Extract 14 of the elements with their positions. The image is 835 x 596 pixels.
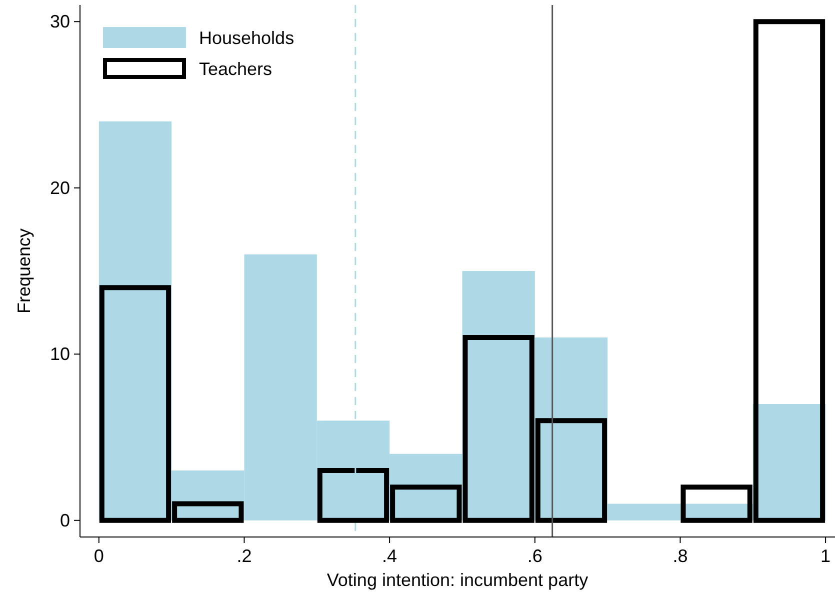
legend-label: Households <box>199 28 294 48</box>
x-tick-label: 0 <box>94 546 104 566</box>
x-tick-label: .4 <box>382 546 398 566</box>
x-tick-label: .8 <box>672 546 688 566</box>
legend-label: Teachers <box>199 59 272 79</box>
x-tick-label: .2 <box>236 546 252 566</box>
y-tick-label: 0 <box>60 510 70 530</box>
x-axis-title: Voting intention: incumbent party <box>326 570 588 590</box>
x-tick-label: 1 <box>820 546 831 566</box>
y-tick-label: 30 <box>50 12 70 32</box>
y-axis-title: Frequency <box>14 228 34 314</box>
y-tick-label: 10 <box>50 344 70 364</box>
y-tick-label: 20 <box>50 178 70 198</box>
x-tick-label: .6 <box>527 546 542 566</box>
